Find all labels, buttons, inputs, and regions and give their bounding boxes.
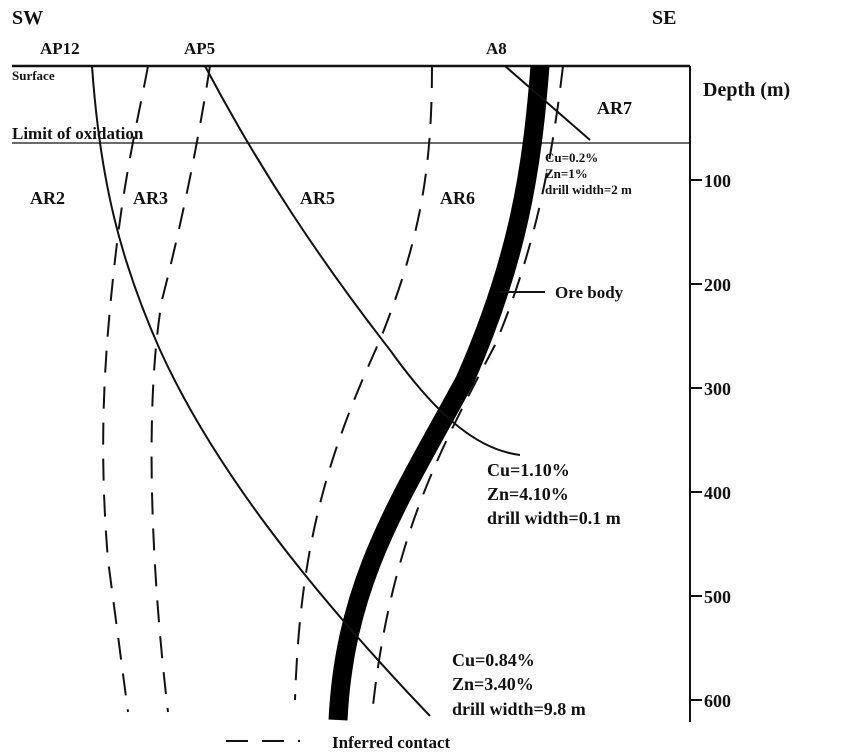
intercept: drill width=9.8 m: [452, 699, 586, 719]
drill-hole: [504, 65, 591, 141]
surface-label: Surface: [12, 68, 55, 83]
oxidation-label: Limit of oxidation: [12, 124, 144, 143]
ore-label: Ore body: [555, 283, 624, 302]
axis-label: Depth (m): [703, 79, 790, 101]
intercept: Zn=1%: [545, 166, 588, 181]
se-label: SE: [652, 7, 676, 29]
unit-label: AR7: [597, 98, 632, 118]
tick-label: 100: [704, 171, 731, 191]
unit-label: AR2: [30, 188, 65, 208]
sw-label: SW: [12, 7, 43, 29]
unit-label: AR6: [440, 188, 475, 208]
tick-label: 400: [704, 483, 731, 503]
contact: [294, 65, 433, 701]
contact: [102, 65, 149, 713]
unit-label: AR3: [133, 188, 168, 208]
intercept: Zn=4.10%: [487, 484, 569, 504]
contact: [371, 65, 564, 716]
hole-label: AP5: [184, 39, 215, 58]
ore-body: [328, 65, 550, 721]
drill-hole: [204, 65, 521, 456]
intercept: Cu=0.84%: [452, 650, 535, 670]
unit-label: AR5: [300, 188, 335, 208]
tick-label: 200: [704, 275, 731, 295]
tick-label: 300: [704, 379, 731, 399]
hole-label: A8: [486, 39, 507, 58]
legend-label: Inferred contact: [332, 733, 451, 752]
contact: [150, 65, 211, 713]
drill-hole: [91, 65, 431, 717]
intercept: drill width=0.1 m: [487, 508, 621, 528]
intercept: drill width=2 m: [545, 182, 632, 197]
tick-label: 600: [704, 691, 731, 711]
intercept: Cu=1.10%: [487, 460, 570, 480]
intercept: Zn=3.40%: [452, 674, 534, 694]
intercept: Cu=0.2%: [545, 150, 598, 165]
hole-label: AP12: [40, 39, 80, 58]
tick-label: 500: [704, 587, 731, 607]
